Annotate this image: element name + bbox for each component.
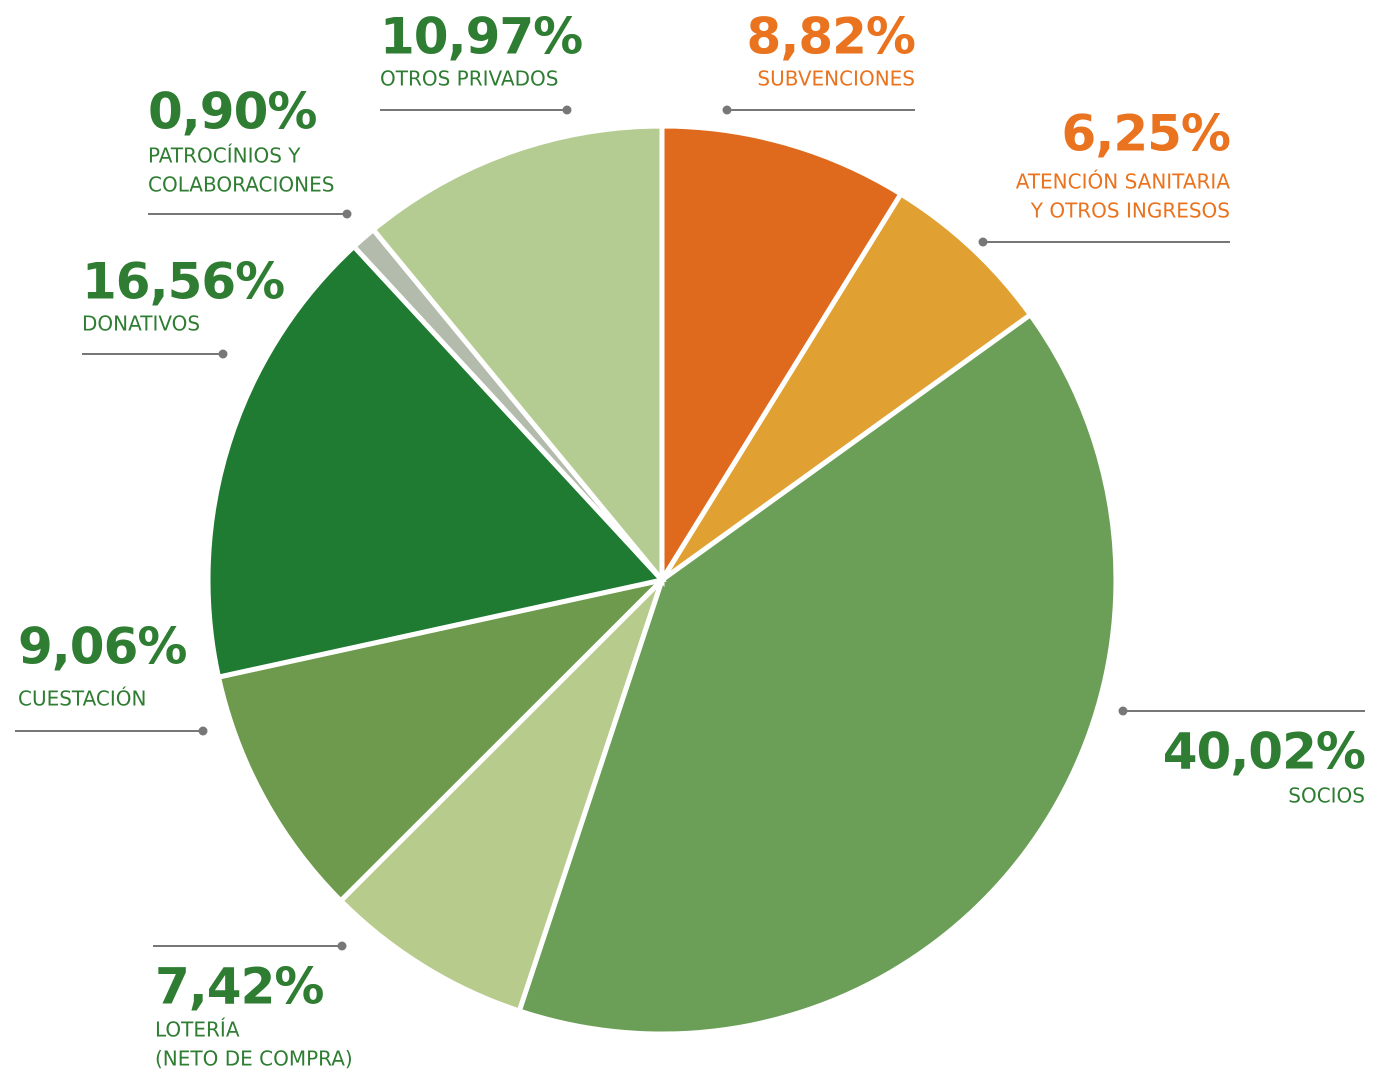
value-label: 10,97%: [380, 8, 582, 66]
category-label: PATROCÍNIOS Y: [148, 144, 301, 168]
leader-dot: [723, 106, 732, 115]
category-label: ATENCIÓN SANITARIA: [1016, 170, 1231, 194]
value-label: 40,02%: [1163, 723, 1365, 781]
value-label: 7,42%: [155, 958, 323, 1016]
value-label: 0,90%: [148, 83, 316, 141]
value-label: 9,06%: [18, 618, 186, 676]
category-label: OTROS PRIVADOS: [380, 67, 558, 91]
leader-dot: [343, 210, 352, 219]
leader-dot: [979, 238, 988, 247]
category-label: CUESTACIÓN: [18, 687, 147, 711]
chart: 8,82%SUBVENCIONES 6,25% ATENCIÓN SANITARIA…: [0, 0, 1376, 1074]
leader-dot: [219, 350, 228, 359]
category-label: COLABORACIONES: [148, 173, 334, 197]
category-label: LOTERÍA: [155, 1018, 240, 1042]
category-label: SUBVENCIONES: [757, 67, 915, 91]
category-label: (NETO DE COMPRA): [155, 1047, 353, 1071]
category-label: Y OTROS INGRESOS: [1030, 199, 1230, 223]
value-label: 8,82%: [747, 8, 915, 66]
leader-dot: [1119, 707, 1128, 716]
leader-dot: [338, 942, 347, 951]
value-label: 6,25%: [1062, 105, 1230, 163]
category-label: DONATIVOS: [82, 312, 200, 336]
leader-dot: [199, 727, 208, 736]
value-label: 16,56%: [82, 253, 284, 311]
category-label: SOCIOS: [1288, 784, 1365, 808]
leader-dot: [563, 106, 572, 115]
